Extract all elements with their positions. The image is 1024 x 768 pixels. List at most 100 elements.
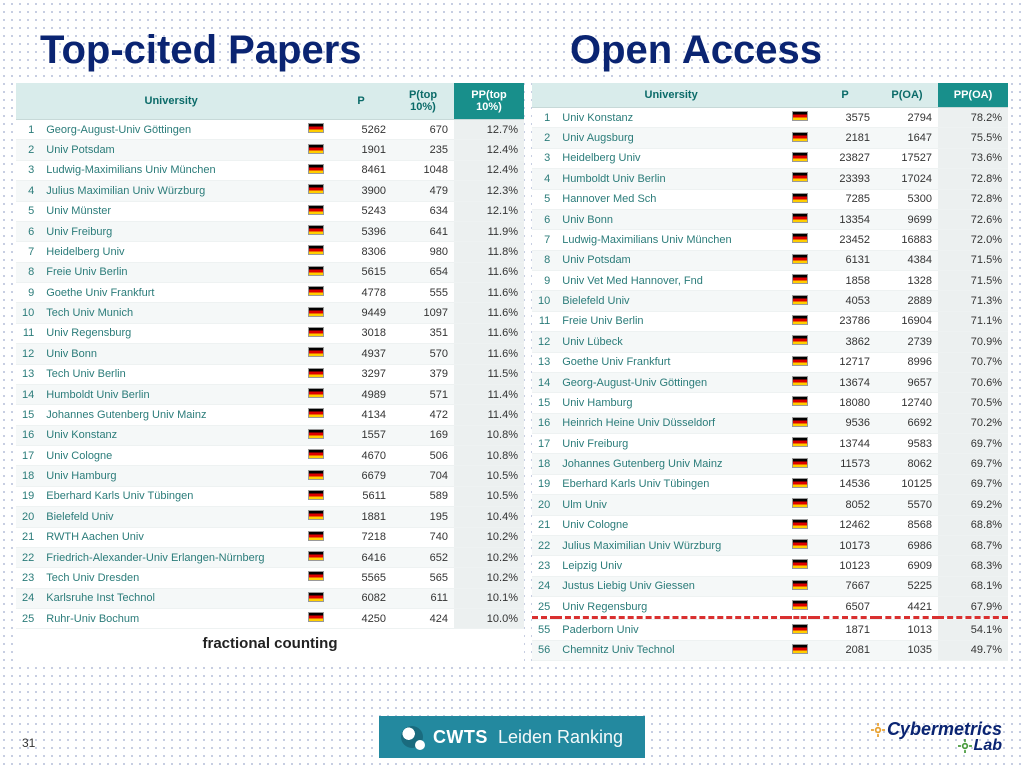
p2-cell: 980 <box>392 242 454 262</box>
university-cell[interactable]: Karlsruhe Inst Technol <box>40 588 302 608</box>
col-p-oa[interactable]: P <box>814 83 876 108</box>
university-cell[interactable]: Univ Vet Med Hannover, Fnd <box>556 271 786 291</box>
p2-cell: 654 <box>392 262 454 282</box>
university-cell[interactable]: Humboldt Univ Berlin <box>40 384 302 404</box>
university-cell[interactable]: Heidelberg Univ <box>556 148 786 168</box>
col-university-oa[interactable]: University <box>556 83 786 108</box>
university-cell[interactable]: Univ Freiburg <box>556 434 786 454</box>
university-cell[interactable]: Friedrich-Alexander-Univ Erlangen-Nürnbe… <box>40 547 302 567</box>
university-cell[interactable]: Julius Maximilian Univ Würzburg <box>556 535 786 555</box>
col-pptop10[interactable]: PP(top 10%) <box>454 83 524 120</box>
university-cell[interactable]: Univ Konstanz <box>40 425 302 445</box>
university-cell[interactable]: Univ Cologne <box>40 446 302 466</box>
flag-cell <box>786 332 814 352</box>
university-cell[interactable]: Univ Konstanz <box>556 108 786 128</box>
pp-cell: 73.6% <box>938 148 1008 168</box>
university-cell[interactable]: Ludwig-Maximilians Univ München <box>40 160 302 180</box>
p2-cell: 4421 <box>876 597 938 618</box>
university-cell[interactable]: Univ Bonn <box>40 344 302 364</box>
p2-cell: 634 <box>392 201 454 221</box>
university-cell[interactable]: Univ Hamburg <box>40 466 302 486</box>
rank-cell: 6 <box>532 209 556 229</box>
flag-cell <box>302 425 330 445</box>
col-p[interactable]: P <box>330 83 392 120</box>
university-cell[interactable]: RWTH Aachen Univ <box>40 527 302 547</box>
cwts-badge[interactable]: CWTS Leiden Ranking <box>379 716 645 758</box>
university-cell[interactable]: Heidelberg Univ <box>40 242 302 262</box>
university-cell[interactable]: Univ Lübeck <box>556 332 786 352</box>
university-cell[interactable]: Univ Augsburg <box>556 128 786 148</box>
flag-cell <box>302 384 330 404</box>
university-cell[interactable]: Ruhr-Univ Bochum <box>40 609 302 629</box>
university-cell[interactable]: Bielefeld Univ <box>556 291 786 311</box>
rank-cell: 7 <box>532 230 556 250</box>
university-cell[interactable]: Eberhard Karls Univ Tübingen <box>40 486 302 506</box>
university-cell[interactable]: Johannes Gutenberg Univ Mainz <box>40 405 302 425</box>
p2-cell: 10125 <box>876 474 938 494</box>
pp-cell: 72.0% <box>938 230 1008 250</box>
germany-flag-icon <box>308 531 324 541</box>
col-ptop10[interactable]: P(top 10%) <box>392 83 454 120</box>
university-cell[interactable]: Humboldt Univ Berlin <box>556 169 786 189</box>
p-cell: 3575 <box>814 108 876 128</box>
university-cell[interactable]: Freie Univ Berlin <box>40 262 302 282</box>
rank-cell: 12 <box>532 332 556 352</box>
pp-cell: 71.5% <box>938 271 1008 291</box>
p-cell: 23452 <box>814 230 876 250</box>
university-cell[interactable]: Eberhard Karls Univ Tübingen <box>556 474 786 494</box>
rank-cell: 9 <box>16 283 40 303</box>
university-cell[interactable]: Bielefeld Univ <box>40 507 302 527</box>
university-cell[interactable]: Univ Potsdam <box>40 140 302 160</box>
university-cell[interactable]: Chemnitz Univ Technol <box>556 640 786 660</box>
university-cell[interactable]: Univ Regensburg <box>40 323 302 343</box>
university-cell[interactable]: Univ Münster <box>40 201 302 221</box>
p2-cell: 8996 <box>876 352 938 372</box>
pp-cell: 72.8% <box>938 189 1008 209</box>
university-cell[interactable]: Ludwig-Maximilians Univ München <box>556 230 786 250</box>
germany-flag-icon <box>792 539 808 549</box>
university-cell[interactable]: Tech Univ Dresden <box>40 568 302 588</box>
university-cell[interactable]: Paderborn Univ <box>556 620 786 640</box>
col-university[interactable]: University <box>40 83 302 120</box>
rank-cell: 4 <box>532 169 556 189</box>
germany-flag-icon <box>792 559 808 569</box>
university-cell[interactable]: Tech Univ Munich <box>40 303 302 323</box>
p-cell: 4778 <box>330 283 392 303</box>
p-cell: 23393 <box>814 169 876 189</box>
flag-cell <box>786 250 814 270</box>
university-cell[interactable]: Univ Regensburg <box>556 597 786 618</box>
university-cell[interactable]: Goethe Univ Frankfurt <box>556 352 786 372</box>
university-cell[interactable]: Univ Potsdam <box>556 250 786 270</box>
table-row: 3 Ludwig-Maximilians Univ München 8461 1… <box>16 160 524 180</box>
university-cell[interactable]: Ulm Univ <box>556 495 786 515</box>
pp-cell: 75.5% <box>938 128 1008 148</box>
university-cell[interactable]: Freie Univ Berlin <box>556 311 786 331</box>
university-cell[interactable]: Univ Hamburg <box>556 393 786 413</box>
university-cell[interactable]: Georg-August-Univ Göttingen <box>556 372 786 392</box>
pp-cell: 10.5% <box>454 466 524 486</box>
university-cell[interactable]: Tech Univ Berlin <box>40 364 302 384</box>
university-cell[interactable]: Julius Maximilian Univ Würzburg <box>40 181 302 201</box>
university-cell[interactable]: Johannes Gutenberg Univ Mainz <box>556 454 786 474</box>
university-cell[interactable]: Leipzig Univ <box>556 556 786 576</box>
university-cell[interactable]: Georg-August-Univ Göttingen <box>40 120 302 140</box>
flag-cell <box>302 323 330 343</box>
university-cell[interactable]: Justus Liebig Univ Giessen <box>556 576 786 596</box>
university-cell[interactable]: Univ Freiburg <box>40 221 302 241</box>
col-poa[interactable]: P(OA) <box>876 83 938 108</box>
p2-cell: 670 <box>392 120 454 140</box>
university-cell[interactable]: Univ Bonn <box>556 209 786 229</box>
university-cell[interactable]: Goethe Univ Frankfurt <box>40 283 302 303</box>
flag-cell <box>786 291 814 311</box>
university-cell[interactable]: Hannover Med Sch <box>556 189 786 209</box>
flag-cell <box>302 262 330 282</box>
pp-cell: 10.8% <box>454 425 524 445</box>
table-row: 25 Ruhr-Univ Bochum 4250 424 10.0% <box>16 609 524 629</box>
germany-flag-icon <box>792 458 808 468</box>
table-row: 23 Leipzig Univ 10123 6909 68.3% <box>532 556 1008 576</box>
col-ppoa[interactable]: PP(OA) <box>938 83 1008 108</box>
university-cell[interactable]: Univ Cologne <box>556 515 786 535</box>
flag-cell <box>302 466 330 486</box>
university-cell[interactable]: Heinrich Heine Univ Düsseldorf <box>556 413 786 433</box>
flag-cell <box>302 221 330 241</box>
